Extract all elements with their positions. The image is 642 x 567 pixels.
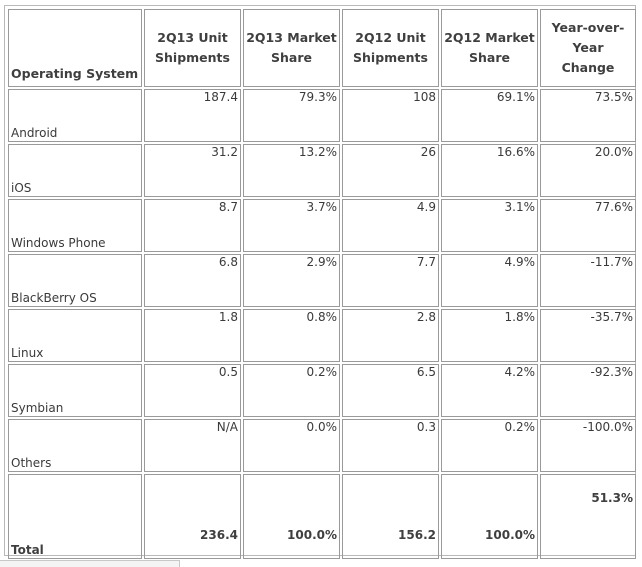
yoy-change-cell: 77.6% — [540, 199, 636, 252]
table-frame — [4, 5, 636, 556]
share-2q13-cell: 13.2% — [243, 144, 340, 197]
shipments-2q13-cell: 187.4 — [144, 89, 241, 142]
header-line: Year-over-Year — [551, 19, 625, 55]
yoy-change-cell: -11.7% — [540, 254, 636, 307]
os-name-cell: Symbian — [8, 364, 142, 417]
os-name-cell: Android — [8, 89, 142, 142]
share-2q12-cell: 4.9% — [441, 254, 538, 307]
os-name-cell: BlackBerry OS — [8, 254, 142, 307]
share-2q13-cell: 0.8% — [243, 309, 340, 362]
header-operating-system: Operating System — [8, 9, 142, 87]
shipments-2q13-cell: 8.7 — [144, 199, 241, 252]
horizontal-scrollbar[interactable] — [0, 560, 180, 567]
shipments-2q12-cell: 26 — [342, 144, 439, 197]
share-2q13-cell: 2.9% — [243, 254, 340, 307]
share-2q12-cell: 16.6% — [441, 144, 538, 197]
share-2q12-cell: 0.2% — [441, 419, 538, 472]
table-row: Linux 1.8 0.8% 2.8 1.8% -35.7% — [8, 309, 636, 362]
shipments-2q13-cell: 6.8 — [144, 254, 241, 307]
header-line: 2Q13 Unit — [157, 29, 228, 45]
table-row: BlackBerry OS 6.8 2.9% 7.7 4.9% -11.7% — [8, 254, 636, 307]
total-share-2q12-cell: 100.0% — [441, 474, 538, 559]
table-row: Windows Phone 8.7 3.7% 4.9 3.1% 77.6% — [8, 199, 636, 252]
os-name-cell: iOS — [8, 144, 142, 197]
header-operating-system-label: Operating System — [11, 66, 139, 81]
header-line: Share — [469, 49, 510, 65]
total-share-2q13-cell: 100.0% — [243, 474, 340, 559]
share-2q13-cell: 3.7% — [243, 199, 340, 252]
shipments-2q12-cell: 6.5 — [342, 364, 439, 417]
os-name-cell: Windows Phone — [8, 199, 142, 252]
share-2q12-cell: 69.1% — [441, 89, 538, 142]
shipments-2q12-cell: 7.7 — [342, 254, 439, 307]
share-2q12-cell: 4.2% — [441, 364, 538, 417]
shipments-2q12-cell: 4.9 — [342, 199, 439, 252]
yoy-change-cell: 73.5% — [540, 89, 636, 142]
yoy-change-cell: -92.3% — [540, 364, 636, 417]
header-line: Share — [271, 49, 312, 65]
os-name-cell: Linux — [8, 309, 142, 362]
table-row: Others N/A 0.0% 0.3 0.2% -100.0% — [8, 419, 636, 472]
header-2q12-share: 2Q12 Market Share — [441, 9, 538, 87]
header-2q13-shipments: 2Q13 Unit Shipments — [144, 9, 241, 87]
shipments-2q12-cell: 108 — [342, 89, 439, 142]
total-shipments-2q13-cell: 236.4 — [144, 474, 241, 559]
header-line: Change — [561, 59, 615, 75]
table-row: Android 187.4 79.3% 108 69.1% 73.5% — [8, 89, 636, 142]
shipments-2q13-cell: 31.2 — [144, 144, 241, 197]
total-row: Total 236.4 100.0% 156.2 100.0% 51.3% — [8, 474, 636, 559]
header-line: 2Q12 Unit — [355, 29, 426, 45]
header-line: Shipments — [353, 49, 428, 65]
header-line: 2Q12 Market — [444, 29, 535, 45]
total-yoy-change-cell: 51.3% — [540, 474, 636, 559]
header-line: Shipments — [155, 49, 230, 65]
total-shipments-2q12-cell: 156.2 — [342, 474, 439, 559]
share-2q13-cell: 79.3% — [243, 89, 340, 142]
os-name-cell: Others — [8, 419, 142, 472]
yoy-change-cell: -100.0% — [540, 419, 636, 472]
shipments-2q13-cell: 0.5 — [144, 364, 241, 417]
header-row: Operating System 2Q13 Unit Shipments 2Q1… — [8, 9, 636, 87]
shipments-2q13-cell: 1.8 — [144, 309, 241, 362]
header-yoy-change: Year-over-Year Change — [540, 9, 636, 87]
header-2q12-shipments: 2Q12 Unit Shipments — [342, 9, 439, 87]
header-line: 2Q13 Market — [246, 29, 337, 45]
table-row: Symbian 0.5 0.2% 6.5 4.2% -92.3% — [8, 364, 636, 417]
header-2q13-share: 2Q13 Market Share — [243, 9, 340, 87]
share-2q13-cell: 0.0% — [243, 419, 340, 472]
yoy-change-cell: -35.7% — [540, 309, 636, 362]
table-row: iOS 31.2 13.2% 26 16.6% 20.0% — [8, 144, 636, 197]
total-label-cell: Total — [8, 474, 142, 559]
shipments-2q12-cell: 2.8 — [342, 309, 439, 362]
os-market-share-table: Operating System 2Q13 Unit Shipments 2Q1… — [6, 7, 638, 561]
shipments-2q12-cell: 0.3 — [342, 419, 439, 472]
share-2q12-cell: 3.1% — [441, 199, 538, 252]
yoy-change-cell: 20.0% — [540, 144, 636, 197]
share-2q13-cell: 0.2% — [243, 364, 340, 417]
shipments-2q13-cell: N/A — [144, 419, 241, 472]
share-2q12-cell: 1.8% — [441, 309, 538, 362]
